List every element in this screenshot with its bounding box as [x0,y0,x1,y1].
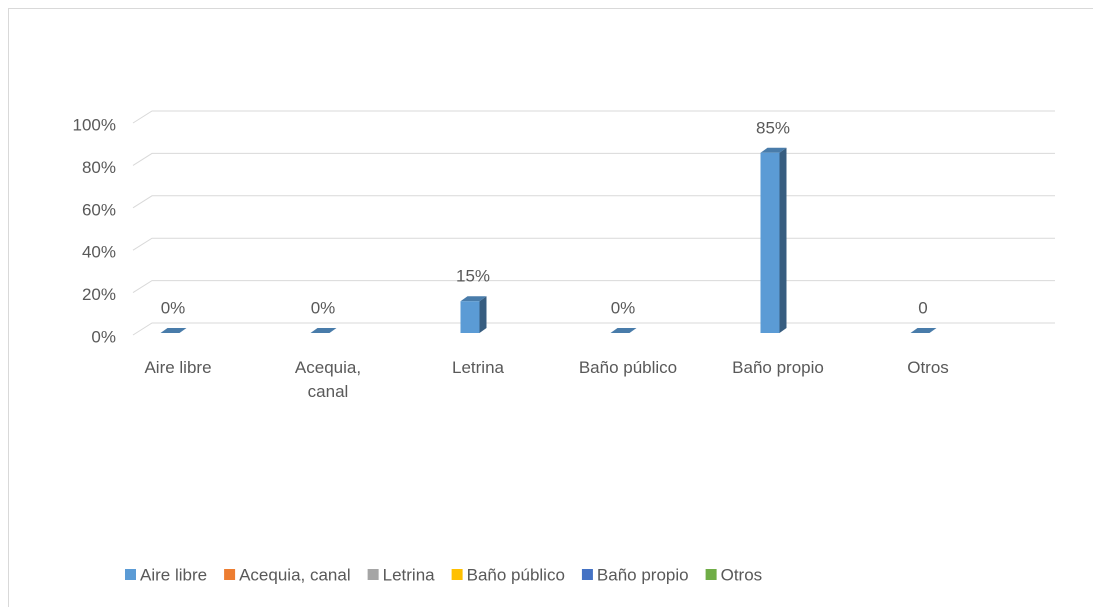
grid-line [132,110,1055,124]
legend-swatch [705,569,717,580]
bar-side [479,296,487,333]
bar-top [310,328,337,333]
bar [910,328,937,333]
bar [760,147,787,333]
bar-top [910,328,937,333]
bar-top [160,328,187,333]
grid-line [132,322,1055,336]
x-tick-label: Aire libre [144,358,212,377]
bar-front [460,301,480,333]
legend-label: Otros [721,565,763,584]
x-tick-label: Otros [907,358,949,377]
bar-front [760,152,780,333]
grid-line [132,280,1055,294]
value-label: 15% [456,267,490,286]
value-label: 0% [311,298,336,317]
y-tick-label: 100% [73,115,116,134]
value-label: 0% [611,298,636,317]
legend-swatch [224,569,236,580]
x-tick-label: Baño público [578,358,678,377]
bar-top [460,296,487,302]
value-label: 85% [756,118,790,137]
legend-label: Aire libre [140,565,207,584]
y-tick-label: 80% [82,158,116,177]
bar [460,296,487,333]
value-label: 0 [918,298,927,317]
grid-line [132,152,1055,166]
x-tick-label: Acequia, canal [294,358,362,401]
legend-label: Baño propio [597,565,689,584]
bar [310,328,337,333]
chart-border [8,8,1093,607]
grid-line [132,195,1055,209]
legend-label: Acequia, canal [239,565,351,584]
x-tick-label: Baño propio [732,358,824,377]
y-tick-label: 20% [82,285,116,304]
legend-swatch [581,569,593,580]
legend-label: Letrina [383,565,436,584]
bar [610,328,637,333]
x-tick-label: Letrina [452,358,504,377]
bar [160,328,187,333]
y-tick-label: 40% [82,243,116,262]
y-tick-label: 60% [82,200,116,219]
legend-swatch [367,569,379,580]
y-tick-label: 0% [91,327,116,346]
bar-top [760,147,787,153]
bar-side [779,147,787,333]
grid-line [132,237,1055,251]
bar-top [610,328,637,333]
legend-swatch [125,569,136,580]
value-label: 0% [161,298,186,317]
legend-label: Baño público [467,565,565,584]
legend-swatch [451,569,463,580]
